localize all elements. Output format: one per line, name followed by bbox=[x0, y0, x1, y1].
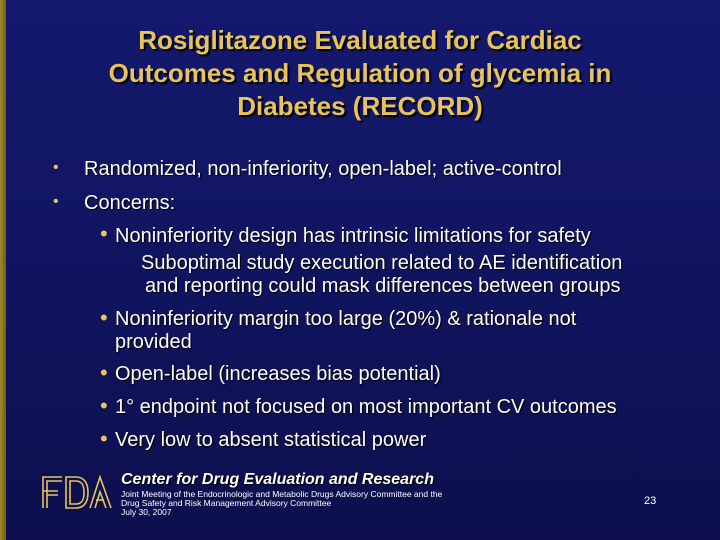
sub-bullet-icon: • bbox=[100, 360, 108, 385]
sub-bullet-icon: • bbox=[100, 426, 108, 451]
sub-item-margin: Noninferiority margin too large (20%) & … bbox=[115, 308, 577, 330]
meeting-line-2: Drug Safety and Risk Management Advisory… bbox=[121, 498, 332, 508]
fda-logo bbox=[42, 474, 112, 509]
sub-item-endpoint: 1° endpoint not focused on most importan… bbox=[115, 396, 617, 418]
sub-item-margin-cont: provided bbox=[115, 331, 192, 353]
sub-item-execution: Suboptimal study execution related to AE… bbox=[141, 252, 623, 274]
left-accent-bar bbox=[0, 0, 6, 540]
meeting-line-1: Joint Meeting of the Endocrinologic and … bbox=[121, 489, 443, 499]
sub-bullet-icon: • bbox=[100, 393, 108, 418]
bullet-item-randomized: Randomized, non-inferiority, open-label;… bbox=[84, 158, 562, 180]
center-name: Center for Drug Evaluation and Research bbox=[121, 471, 434, 488]
sub-item-power: Very low to absent statistical power bbox=[115, 429, 427, 451]
slide-title: Rosiglitazone Evaluated for Cardiac Outc… bbox=[40, 24, 680, 123]
title-line-3: Diabetes (RECORD) bbox=[237, 91, 483, 121]
sub-bullet-icon: • bbox=[100, 305, 108, 330]
title-line-2: Outcomes and Regulation of glycemia in bbox=[108, 58, 612, 88]
bullet-icon: • bbox=[53, 159, 59, 176]
sub-bullet-icon: • bbox=[100, 221, 108, 246]
sub-item-open-label: Open-label (increases bias potential) bbox=[115, 363, 441, 385]
sub-item-execution-cont: and reporting could mask differences bet… bbox=[145, 275, 621, 297]
title-line-1: Rosiglitazone Evaluated for Cardiac bbox=[138, 25, 582, 55]
page-number: 23 bbox=[644, 495, 657, 507]
bullet-item-concerns: Concerns: bbox=[84, 192, 176, 214]
bullet-icon: • bbox=[53, 193, 59, 210]
meeting-date: July 30, 2007 bbox=[121, 507, 172, 517]
sub-item-design-limitations: Noninferiority design has intrinsic limi… bbox=[115, 225, 591, 247]
